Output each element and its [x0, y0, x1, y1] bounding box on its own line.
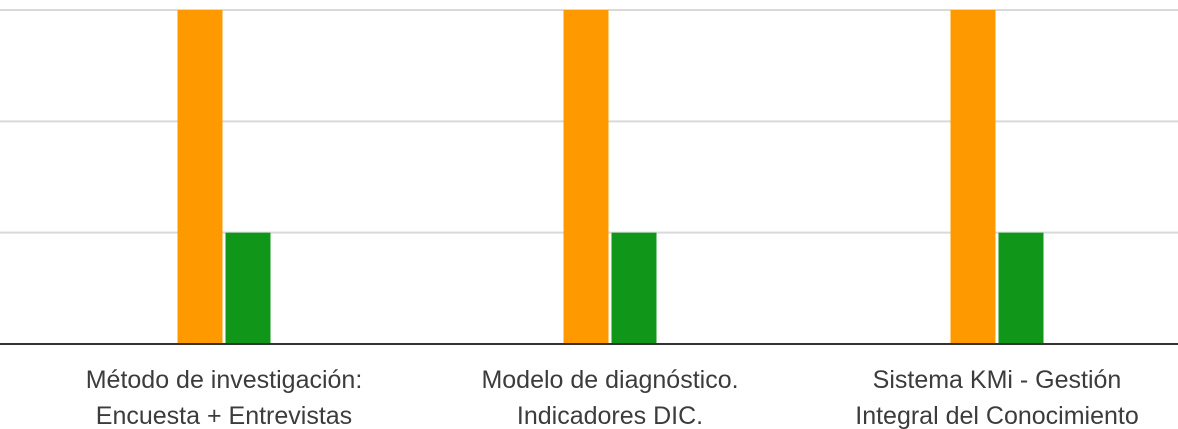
x-tick-label-1-line-0: Modelo de diagnóstico.	[481, 366, 738, 394]
bar-cat1-series1[interactable]	[611, 232, 657, 344]
x-tick-label-2-line-1: Integral del Conocimiento	[855, 402, 1139, 429]
bars	[177, 10, 1044, 344]
x-tick-label-0-line-0: Método de investigación:	[86, 366, 363, 394]
bar-cat0-series0[interactable]	[177, 10, 223, 344]
bar-cat2-series1[interactable]	[998, 232, 1044, 344]
x-tick-label-0-line-1: Encuesta + Entrevistas	[96, 402, 352, 429]
x-tick-label-2-line-0: Sistema KMi - Gestión	[873, 366, 1122, 394]
x-tick-label-1-line-1: Indicadores DIC.	[517, 402, 703, 429]
bar-cat2-series0[interactable]	[950, 10, 996, 344]
bar-cat0-series1[interactable]	[225, 232, 271, 344]
x-tick-labels: Método de investigación: Encuesta + Entre…	[86, 366, 1139, 429]
bar-cat1-series0[interactable]	[563, 10, 609, 344]
